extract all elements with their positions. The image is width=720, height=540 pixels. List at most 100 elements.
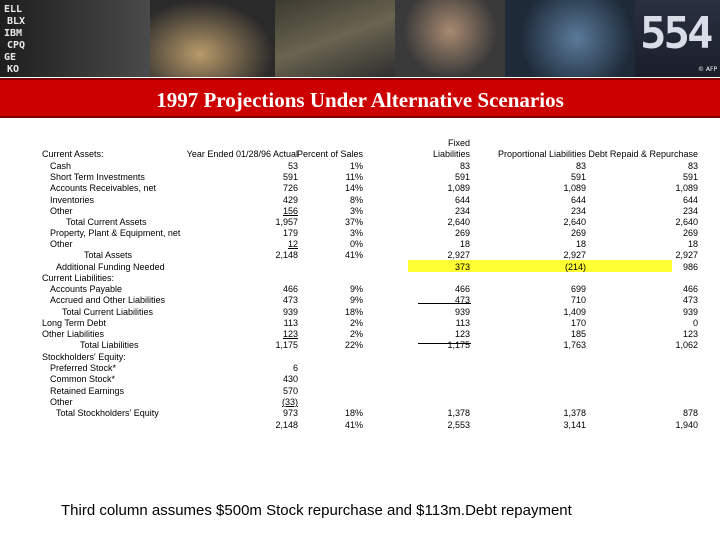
table-cell-c2: 3% [349,206,363,216]
underline-other-liab-col3 [418,343,471,344]
row-label: Total Assets [84,250,133,260]
row-label: Other [50,397,73,407]
footnote: Third column assumes $500m Stock repurch… [61,502,572,519]
row-label: Other [50,206,73,216]
row-label: Inventories [50,195,95,205]
table-cell-c1: 6 [292,363,298,373]
table-cell-c5: 1,940 [675,420,698,430]
big-number-display: 554 [640,8,714,59]
row-label: Total Liabilities [80,340,139,350]
table-cell-c2: 22% [344,340,363,350]
row-label: Preferred Stock* [50,363,117,373]
table-cell-c1: 973 [282,408,298,418]
table-cell-c3: 939 [454,307,470,317]
table-cell-c2: 18% [344,408,363,418]
table-cell-c2: 0% [349,239,363,249]
table-cell-c5: 1,062 [675,340,698,350]
table-cell-c1: 123 [282,329,298,339]
table-cell-c5: 0 [692,318,698,328]
table-cell-c5: 18 [687,239,698,249]
header-debt-repaid: Debt Repaid & Repurchase [588,149,698,159]
row-label: Current Assets: [42,149,104,159]
table-cell-c4: 644 [570,195,586,205]
table-cell-c2: 3% [349,228,363,238]
table-cell-c4: 2,927 [563,250,586,260]
table-cell-c1: 466 [282,284,298,294]
table-cell-c5: 2,927 [675,250,698,260]
ticker-line: KO [7,64,20,75]
table-cell-c1: 473 [282,295,298,305]
table-cell-c5: 1,089 [675,183,698,193]
table-cell-c2: 2% [349,329,363,339]
magic-hat-photo [150,0,275,77]
row-label: Long Term Debt [42,318,106,328]
row-label: Total Current Assets [66,217,147,227]
row-label: Property, Plant & Equipment, net [50,228,181,238]
header-actual: Year Ended 01/28/96 Actual [186,149,298,159]
table-cell-c4: 3,141 [563,420,586,430]
table-cell-c1: 430 [282,374,298,384]
row-label: Accrued and Other Liabilities [50,295,166,305]
table-cell-c3: 373 [454,262,470,272]
table-cell-c4: 2,640 [563,217,586,227]
table-cell-c2: 9% [349,295,363,305]
stock-ticker-photo [0,0,150,77]
table-cell-c2: 14% [344,183,363,193]
table-cell-c1: 12 [287,239,298,249]
row-label: Current Liabilities: [42,273,115,283]
display-board-photo [635,0,720,77]
table-cell-c4: 83 [575,161,586,171]
table-cell-c4: 1,089 [563,183,586,193]
table-cell-c3: 2,640 [447,217,470,227]
table-cell-c1: 726 [282,183,298,193]
row-label: Accounts Payable [50,284,123,294]
table-cell-c5: 2,640 [675,217,698,227]
table-cell-c5: 473 [682,295,698,305]
table-cell-c1: 429 [282,195,298,205]
row-label: Stockholders' Equity: [42,352,126,362]
table-cell-c3: 2,927 [447,250,470,260]
table-cell-c2: 8% [349,195,363,205]
table-cell-c1: 570 [282,386,298,396]
row-label: Cash [50,161,72,171]
table-cell-c5: 939 [682,307,698,317]
table-cell-c3: 83 [459,161,470,171]
ticker-line: GE [4,52,17,63]
table-cell-c1: 113 [283,318,298,328]
table-cell-c4: 234 [570,206,586,216]
table-cell-c1: 156 [282,206,298,216]
page-title: 1997 Projections Under Alternative Scena… [156,88,564,112]
table-cell-c5: 234 [682,206,698,216]
row-label: Total Stockholders' Equity [56,408,159,418]
trader-phone-photo [395,0,505,77]
table-cell-c3: 2,553 [447,420,470,430]
title-bar: 1997 Projections Under Alternative Scena… [0,78,720,118]
header-percent: Percent of Sales [296,149,363,159]
table-cell-c5: 591 [682,172,698,182]
header-liabilities: Liabilities [432,149,470,159]
table-cell-c1: 2,148 [275,420,298,430]
money-photo [275,0,395,77]
table-cell-c4: 170 [570,318,586,328]
table-cell-c2: 1% [349,161,363,171]
table-cell-c3: 1,378 [447,408,470,418]
table-cell-c4: 1,763 [563,340,586,350]
table-cell-c5: 878 [682,408,698,418]
globe-photo [505,0,635,77]
table-cell-c3: 1,089 [447,183,470,193]
table-cell-c2: 41% [344,420,363,430]
ticker-line: BLX [7,16,26,27]
table-cell-c4: 1,409 [563,307,586,317]
header-banner: ELL BLX IBM CPQ GE KO 554 © AFP [0,0,720,77]
row-label: Other [50,239,73,249]
ticker-line: IBM [4,28,23,39]
table-cell-c2: 37% [344,217,363,227]
table-cell-c5: 644 [682,195,698,205]
table-cell-c2: 41% [344,250,363,260]
table-cell-c2: 9% [349,284,363,294]
table-cell-c4: 710 [570,295,586,305]
table-cell-c4: 699 [570,284,586,294]
table-cell-c1: 53 [287,161,298,171]
table-cell-c4: 1,378 [563,408,586,418]
table-cell-c1: (33) [281,397,298,407]
